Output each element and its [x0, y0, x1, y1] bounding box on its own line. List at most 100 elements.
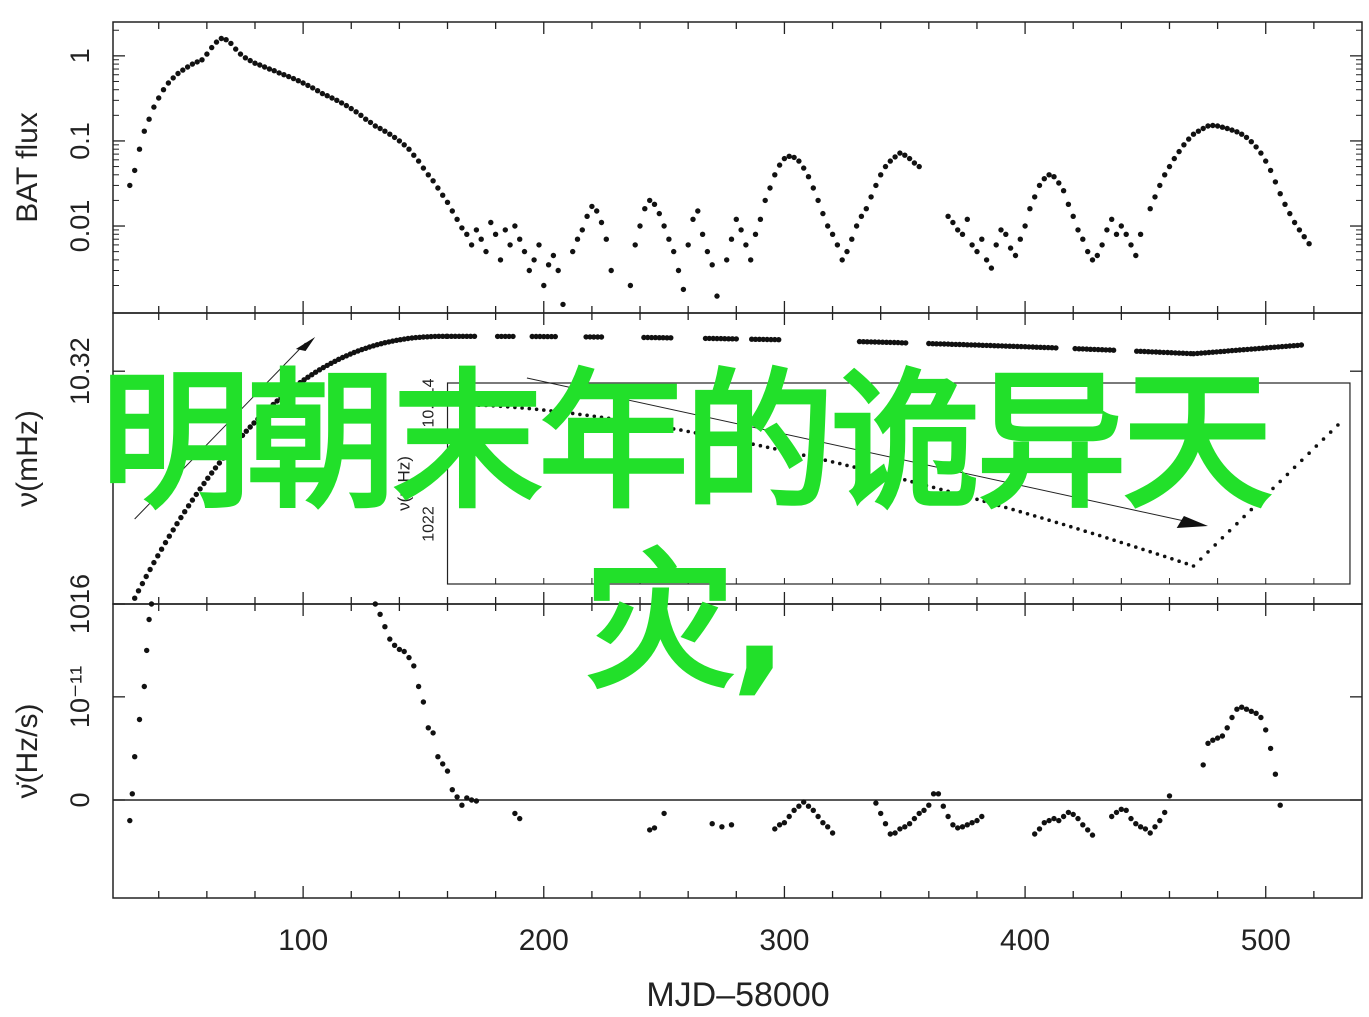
inset-data-point: [1321, 437, 1326, 441]
data-point: [517, 815, 523, 822]
data-point: [1080, 236, 1086, 242]
data-point: [864, 339, 870, 345]
data-point: [1118, 806, 1125, 812]
data-point: [710, 335, 716, 342]
data-point: [1027, 206, 1033, 212]
data-point: [1291, 219, 1298, 226]
panel-frequency-derivative: 0 10⁻¹¹ ν̇(Hz/s): [11, 601, 1363, 899]
inset-data-point: [1271, 486, 1275, 491]
data-point: [224, 450, 230, 456]
data-point: [895, 339, 901, 346]
data-point: [255, 416, 261, 422]
data-point: [796, 803, 802, 809]
inset-data-point: [1141, 547, 1145, 552]
data-point: [1224, 125, 1230, 132]
data-point: [218, 35, 224, 42]
data-point: [548, 333, 555, 340]
inset-data-point: [1213, 543, 1217, 547]
data-point: [239, 432, 246, 439]
data-point: [401, 142, 407, 148]
data-point: [1046, 817, 1052, 824]
inset-data-point: [679, 428, 683, 432]
data-point: [897, 150, 903, 156]
inset-data-point: [534, 407, 539, 412]
inset-data-point: [1307, 451, 1311, 456]
data-point: [1256, 345, 1262, 352]
data-point: [651, 825, 658, 831]
data-point: [1244, 346, 1251, 353]
inset-data-point: [1300, 458, 1304, 463]
inset-data-point: [1162, 554, 1167, 559]
data-point: [757, 216, 764, 222]
data-point: [541, 333, 547, 340]
data-point: [728, 236, 735, 242]
data-point: [743, 242, 749, 248]
data-point: [449, 208, 455, 214]
data-point: [1253, 144, 1259, 150]
data-point: [1084, 346, 1090, 352]
inset-data-point: [910, 479, 914, 484]
data-point: [185, 503, 192, 509]
data-point: [1065, 809, 1072, 816]
data-point: [656, 335, 662, 341]
data-point: [641, 334, 647, 341]
data-point: [278, 395, 284, 401]
data-point: [1258, 714, 1264, 721]
data-point: [959, 824, 966, 830]
data-point: [879, 339, 886, 345]
data-point: [1022, 344, 1028, 350]
inset-data-point: [643, 422, 647, 426]
inset-data-point: [1083, 529, 1087, 533]
data-point: [178, 514, 184, 521]
data-point: [972, 342, 978, 348]
inset-data-point: [895, 476, 900, 480]
data-point: [825, 223, 831, 229]
data-point: [820, 820, 826, 826]
data-point: [334, 97, 340, 104]
inset-data-point: [671, 427, 676, 431]
data-point: [1180, 350, 1186, 356]
inset-data-point: [570, 411, 575, 416]
data-point: [940, 803, 946, 809]
x-axis-label: MJD–58000: [646, 976, 829, 1014]
inset-data-point: [520, 406, 524, 410]
data-point: [459, 225, 465, 231]
data-point: [367, 119, 374, 126]
data-point: [791, 154, 797, 161]
inset-data-point: [664, 425, 669, 430]
data-point: [709, 821, 715, 827]
inset-data-point: [563, 410, 568, 415]
data-point: [444, 333, 451, 339]
data-point: [1137, 348, 1144, 354]
y-axis-label: ν(mHz): [11, 410, 44, 507]
inset-data-point: [708, 433, 712, 438]
data-point: [675, 267, 682, 274]
data-point: [170, 75, 176, 81]
data-point: [1109, 813, 1115, 820]
inset-tick-label: 10.314: [421, 378, 438, 427]
data-point: [545, 262, 552, 268]
data-point: [911, 815, 918, 822]
inset-data-point: [758, 443, 763, 448]
data-point: [1145, 349, 1152, 355]
data-point: [1041, 176, 1048, 182]
data-point: [1036, 826, 1043, 832]
data-point: [781, 155, 788, 162]
inset-tick-label: 1022: [421, 506, 438, 542]
data-point: [338, 100, 345, 106]
data-point: [1036, 182, 1043, 189]
data-point: [955, 825, 961, 831]
inset-data-point: [527, 406, 532, 411]
data-point: [945, 813, 951, 820]
data-point: [1219, 124, 1226, 130]
data-point: [212, 465, 219, 471]
data-point: [786, 153, 792, 159]
inset-data-point: [469, 403, 474, 407]
data-point: [233, 46, 239, 52]
data-point: [396, 138, 403, 144]
inset-data-point: [1220, 536, 1225, 540]
data-point: [1032, 831, 1038, 837]
data-point: [1142, 826, 1149, 832]
data-point: [189, 497, 196, 503]
inset-data-point: [621, 418, 625, 423]
